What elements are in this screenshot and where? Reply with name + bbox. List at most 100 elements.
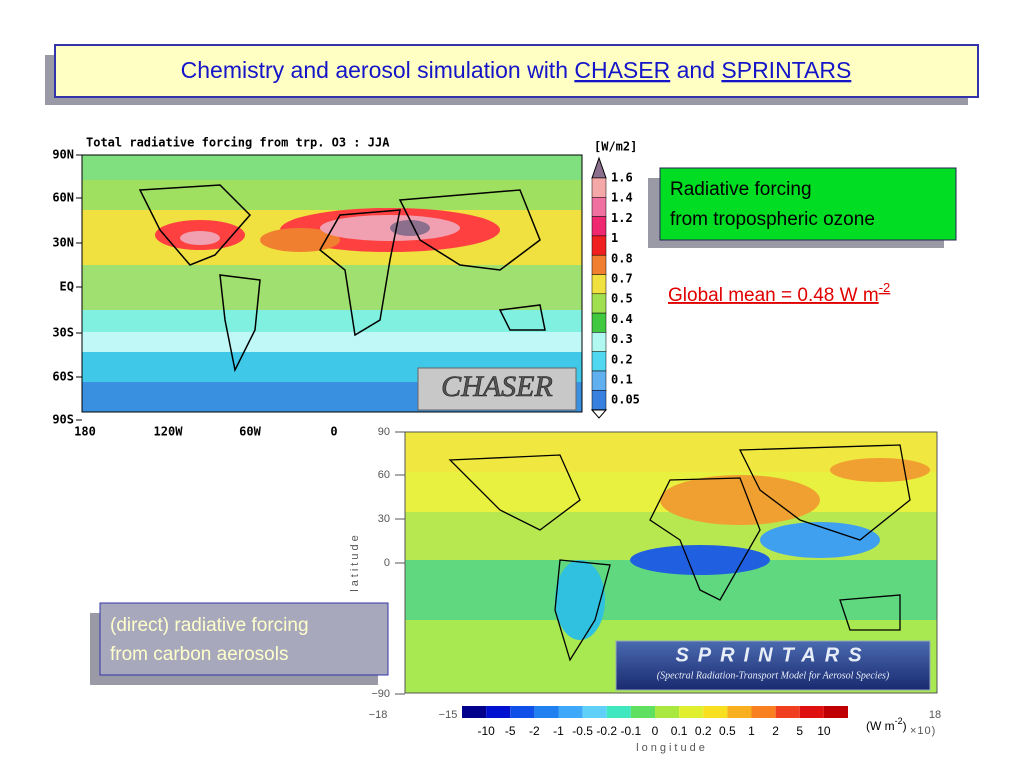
ozone-map: CHASER xyxy=(81,154,583,413)
aerosol-note: (direct) radiative forcing xyxy=(110,615,309,636)
colorbar-label: 0 xyxy=(652,724,659,738)
colorbar-cap xyxy=(591,156,607,179)
colorbar-label: 1.4 xyxy=(611,191,633,205)
title-chaser: CHASER xyxy=(574,57,670,83)
colorbar-box xyxy=(630,706,655,718)
colorbar-label: -0.1 xyxy=(621,724,642,738)
colorbar-label: 1.2 xyxy=(611,211,633,225)
colorbar-box xyxy=(582,706,607,718)
lat-label: 90 xyxy=(378,426,390,438)
unit-text: (W m xyxy=(866,719,895,733)
map-title: Total radiative forcing from trp. O3 : J… xyxy=(86,136,390,150)
colorbar-box xyxy=(591,274,607,295)
global-mean-sup: -2 xyxy=(879,280,891,295)
lat-label: 90S xyxy=(52,413,74,427)
lat-label: 60S xyxy=(52,370,74,384)
colorbar-label: 0.8 xyxy=(611,251,633,265)
lat-label: 0 xyxy=(384,557,390,569)
lon-label: −18 xyxy=(369,709,388,721)
colorbar-cap xyxy=(590,409,608,419)
colorbar-box xyxy=(558,706,583,718)
colorbar-label: -0.5 xyxy=(572,724,593,738)
colorbar-box xyxy=(799,706,824,718)
colorbar-box xyxy=(591,390,607,410)
lon-label: 120W xyxy=(154,425,184,439)
colorbar-box xyxy=(591,216,607,237)
colorbar-label: 2 xyxy=(772,724,779,738)
colorbar-box xyxy=(510,706,535,718)
ozone-note: Radiative forcing xyxy=(670,179,812,200)
colorbar-label: 0.1 xyxy=(611,373,633,387)
colorbar-label: 0.5 xyxy=(611,292,633,306)
colorbar-label: -1 xyxy=(553,724,564,738)
lat-label: 30S xyxy=(52,326,74,340)
aerosol-note: from carbon aerosols xyxy=(110,644,288,665)
colorbar-label: 1 xyxy=(748,724,755,738)
colorbar-box xyxy=(606,706,631,718)
sprintars-logo-box xyxy=(615,640,931,691)
colorbar-label: 1.6 xyxy=(611,171,633,185)
colorbar-box xyxy=(486,706,511,718)
colorbar-label: 1 xyxy=(611,231,618,245)
sprintars-subtitle: (Spectral Radiation-Transport Model for … xyxy=(657,670,890,681)
y-axis-label: latitude xyxy=(349,532,361,591)
colorbar-box xyxy=(591,312,607,333)
colorbar-label: 0.3 xyxy=(611,332,633,346)
lon-label: 0 xyxy=(330,425,337,439)
colorbar-scale: ×10) xyxy=(910,725,936,737)
lon-label: 60W xyxy=(239,425,261,439)
colorbar-label: 0.7 xyxy=(611,272,633,286)
global-mean-text: Global mean = 0.48 W m xyxy=(668,285,879,306)
colorbar-box xyxy=(591,370,607,391)
lat-label: 30 xyxy=(378,513,390,525)
colorbar-label: 10 xyxy=(817,724,831,738)
colorbar-box xyxy=(823,706,848,718)
colorbar-label: 0.2 xyxy=(611,352,633,366)
lat-label: 30N xyxy=(52,236,74,250)
lon-label: −15 xyxy=(439,709,458,721)
colorbar-box xyxy=(591,197,607,217)
colorbar-label: 0.5 xyxy=(719,724,736,738)
chaser-logo: CHASER xyxy=(441,370,553,403)
colorbar-unit: [W/m2] xyxy=(594,140,637,154)
sprintars-logo: SPRINTARS xyxy=(675,644,870,666)
unit-text: ) xyxy=(903,719,907,733)
colorbar-box xyxy=(591,177,607,198)
colorbar-box xyxy=(591,293,607,314)
colorbar-box xyxy=(462,706,487,718)
lon-label: 18 xyxy=(929,709,941,721)
colorbar-label: -0.2 xyxy=(596,724,617,738)
aerosol-note-box xyxy=(99,602,389,676)
lat-label: EQ xyxy=(60,280,74,294)
title: Chemistry and aerosol simulation with CH… xyxy=(181,57,852,83)
colorbar-box xyxy=(751,706,776,718)
colorbar-label: -2 xyxy=(529,724,540,738)
title-text: and xyxy=(670,57,721,83)
lon-label: 180 xyxy=(74,425,96,439)
unit-sup: -2 xyxy=(895,716,903,726)
title-sprintars: SPRINTARS xyxy=(721,57,851,83)
colorbar-box xyxy=(727,706,752,718)
colorbar-box xyxy=(775,706,800,718)
lat-label: −90 xyxy=(371,688,390,700)
lat-label: 90N xyxy=(52,148,74,162)
colorbar-box xyxy=(534,706,559,718)
colorbar-label: 0.2 xyxy=(695,724,712,738)
colorbar-label: -10 xyxy=(477,724,495,738)
colorbar-box xyxy=(655,706,680,718)
colorbar-box xyxy=(591,254,607,275)
ozone-note-box xyxy=(659,167,957,241)
colorbar-box xyxy=(703,706,728,718)
colorbar-box xyxy=(679,706,704,718)
aerosol-map xyxy=(404,431,938,694)
global-mean: Global mean = 0.48 W m-2 xyxy=(668,280,890,306)
colorbar-label: 5 xyxy=(796,724,803,738)
lat-label: 60N xyxy=(52,191,74,205)
colorbar-label: -5 xyxy=(505,724,516,738)
title-text: Chemistry and aerosol simulation with xyxy=(181,57,575,83)
colorbar-label: 0.4 xyxy=(611,312,633,326)
colorbar-box xyxy=(591,235,607,256)
title-box xyxy=(54,44,979,98)
